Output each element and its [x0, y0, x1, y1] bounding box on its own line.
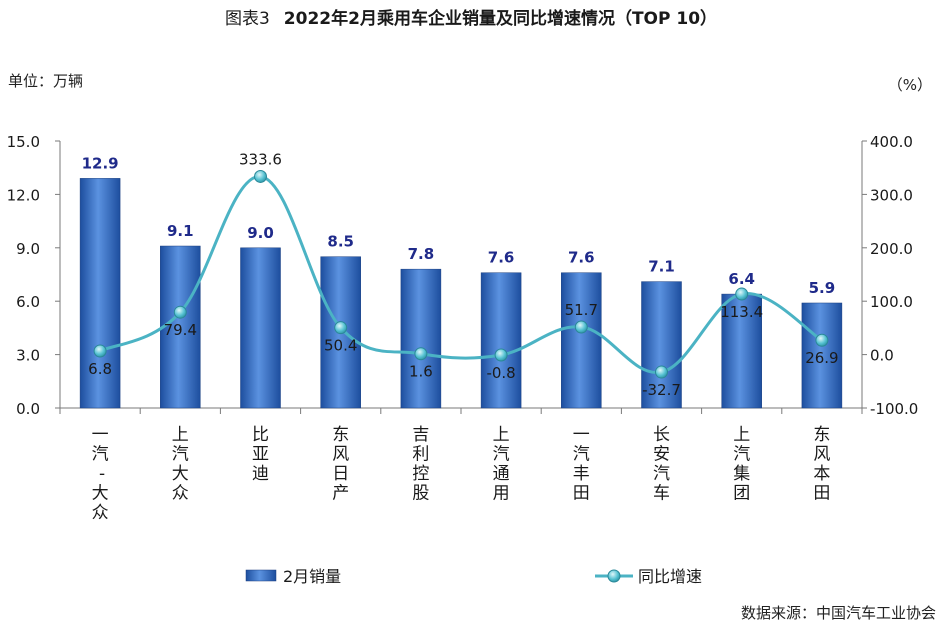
legend-bar-swatch: [245, 569, 277, 582]
right-tick-label: 100.0: [870, 293, 913, 311]
x-category-label: 一汽-大众: [92, 425, 109, 523]
figure-label: 图表3: [224, 9, 270, 29]
bar-value-label: 9.0: [247, 224, 274, 242]
x-category-label: 比亚迪: [252, 425, 269, 484]
x-category-label: 上汽通用: [493, 425, 510, 504]
bar-value-label: 7.1: [648, 258, 675, 276]
growth-point: [334, 321, 348, 335]
bar-value-label: 7.8: [408, 245, 435, 263]
growth-point: [93, 344, 107, 358]
growth-value-label: 26.9: [805, 349, 838, 367]
data-source: 数据来源：中国汽车工业协会: [740, 604, 936, 622]
bar: [79, 178, 121, 409]
growth-point: [414, 347, 428, 361]
title-text: 2022年2月乘用车企业销量及同比增速情况（TOP 10）: [283, 9, 718, 29]
bar-value-label: 7.6: [568, 249, 595, 267]
left-tick-label: 9.0: [16, 240, 40, 258]
bar-value-label: 9.1: [167, 222, 194, 240]
bar: [240, 247, 281, 409]
growth-point: [815, 333, 829, 347]
bar: [480, 272, 522, 409]
growth-point: [655, 365, 668, 379]
left-tick-label: 12.0: [7, 186, 40, 204]
growth-point: [735, 287, 749, 301]
bar: [400, 268, 442, 409]
left-tick-label: 0.0: [16, 400, 40, 418]
bar-value-label: 5.9: [809, 279, 836, 297]
growth-value-label: 333.6: [239, 150, 282, 168]
bar-value-label: 7.6: [488, 249, 515, 267]
right-tick-label: 400.0: [870, 133, 913, 151]
right-tick-label: -100.0: [870, 400, 918, 418]
bar-value-label: 12.9: [82, 154, 119, 172]
growth-point: [574, 320, 588, 334]
right-tick-label: 300.0: [870, 186, 913, 204]
x-category-label: 上汽集团: [733, 425, 750, 504]
legend-line-marker: [607, 569, 621, 583]
left-tick-label: 15.0: [7, 133, 40, 151]
right-axis-unit: （%）: [887, 76, 932, 94]
x-category-label: 吉利控股: [412, 425, 429, 504]
x-category-label: 长安汽车: [653, 425, 670, 504]
left-tick-label: 3.0: [16, 347, 40, 365]
x-category-label: 一汽丰田: [573, 425, 590, 504]
bar-value-label: 8.5: [327, 233, 354, 251]
growth-value-label: -32.7: [642, 381, 681, 399]
chart-title: 图表3 2022年2月乘用车企业销量及同比增速情况（TOP 10）: [0, 4, 942, 29]
growth-point: [494, 348, 508, 362]
x-category-label: 东风本田: [813, 425, 830, 504]
growth-value-label: 51.7: [565, 301, 598, 319]
right-tick-label: 200.0: [870, 240, 913, 258]
growth-value-label: -0.8: [486, 364, 515, 382]
growth-value-label: 6.8: [88, 360, 112, 378]
bar: [160, 245, 201, 409]
x-category-label: 上汽大众: [172, 425, 189, 504]
right-tick-label: 0.0: [870, 347, 894, 365]
left-tick-label: 6.0: [16, 293, 40, 311]
growth-point: [173, 305, 187, 319]
legend-bar-label: 2月销量: [283, 567, 341, 586]
left-axis-unit: 单位：万辆: [8, 72, 84, 90]
bar: [641, 281, 682, 409]
bar: [721, 293, 762, 409]
x-category-label: 东风日产: [332, 425, 349, 504]
growth-line: [99, 174, 823, 374]
growth-value-label: 1.6: [409, 363, 433, 381]
growth-value-label: 113.4: [720, 303, 763, 321]
bar: [801, 302, 843, 409]
growth-point: [254, 169, 267, 183]
bar-value-label: 6.4: [728, 270, 755, 288]
bar: [561, 272, 602, 409]
growth-value-label: 50.4: [324, 337, 357, 355]
legend-line-label: 同比增速: [638, 567, 702, 586]
growth-value-label: 79.4: [164, 321, 197, 339]
